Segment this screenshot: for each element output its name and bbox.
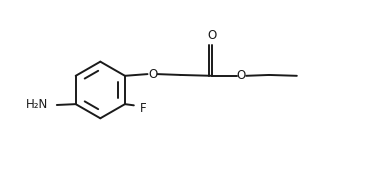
Text: F: F xyxy=(139,102,146,115)
Text: O: O xyxy=(237,69,246,82)
Text: H₂N: H₂N xyxy=(26,98,48,111)
Text: O: O xyxy=(148,68,157,81)
Text: O: O xyxy=(207,29,216,42)
